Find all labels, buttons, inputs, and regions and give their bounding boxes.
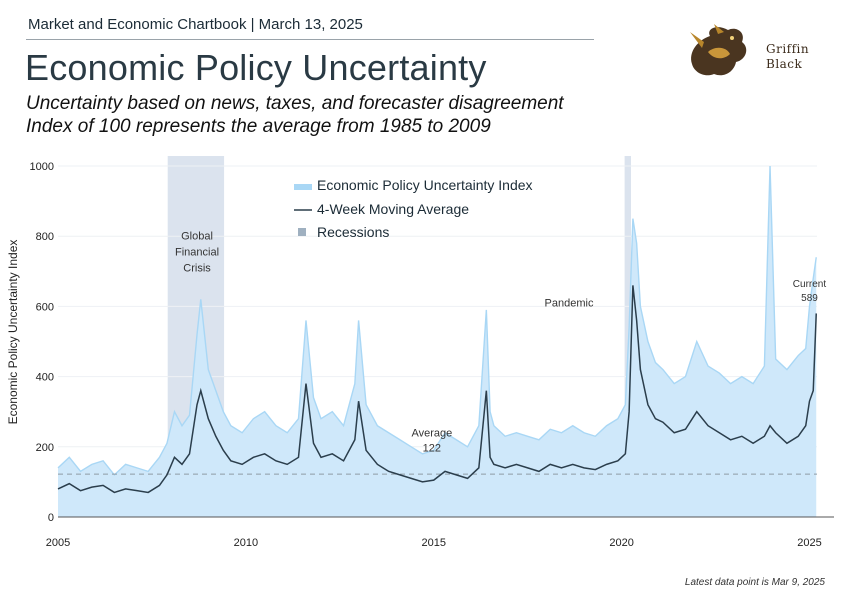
x-tick-2015: 2015 (422, 537, 446, 549)
y-tick-1000: 1000 (30, 161, 54, 173)
y-axis-label: Economic Policy Uncertainty Index (6, 240, 20, 425)
legend-swatch-index (294, 184, 312, 190)
tick-labels: 0 200 400 600 800 1000 2005 2010 2015 2020 2025 (30, 161, 822, 549)
gfc-label-line-3: Crisis (183, 263, 211, 275)
gfc-label-line-1: Global (181, 231, 213, 243)
average-label-line-2: 122 (423, 442, 441, 454)
index-line (57, 165, 817, 476)
x-tick-2005: 2005 (46, 537, 70, 549)
footnote: Latest data point is Mar 9, 2025 (684, 577, 825, 588)
legend-entry-1: Economic Policy Uncertainty Index (317, 177, 533, 193)
index-series (57, 165, 817, 517)
header-divider (26, 39, 594, 40)
y-tick-600: 600 (36, 301, 54, 313)
y-tick-400: 400 (36, 372, 54, 384)
x-tick-2020: 2020 (609, 537, 633, 549)
report-header: Market and Economic Chartbook | March 13… (28, 16, 363, 33)
current-label: Current (793, 279, 827, 290)
y-tick-0: 0 (48, 512, 54, 524)
page-title: Economic Policy Uncertainty (25, 47, 487, 88)
x-tick-2025: 2025 (797, 537, 821, 549)
subtitle-line-1: Uncertainty based on news, taxes, and fo… (26, 93, 564, 114)
y-tick-200: 200 (36, 442, 54, 454)
average-label-line-1: Average (411, 427, 452, 439)
legend-swatch-recessions (298, 228, 306, 236)
subtitle-line-2: Index of 100 represents the average from… (26, 116, 491, 137)
logo-wordmark-line-1: Griffin (766, 42, 810, 56)
x-tick-2010: 2010 (234, 537, 258, 549)
index-area (58, 166, 817, 517)
moving-average-series (57, 285, 817, 494)
legend: Economic Policy Uncertainty Index 4-Week … (294, 177, 533, 240)
y-tick-800: 800 (36, 231, 54, 243)
annotations: Global Financial Crisis Pandemic Current 589 A… (175, 231, 826, 455)
griffin-icon (690, 24, 747, 76)
legend-entry-3: Recessions (317, 224, 389, 240)
current-value-label: 589 (801, 293, 818, 304)
pandemic-label: Pandemic (545, 297, 594, 309)
legend-entry-2: 4-Week Moving Average (317, 201, 469, 217)
logo-wordmark-line-2: Black (766, 57, 803, 71)
recession-band-2 (624, 156, 632, 517)
gfc-label-line-2: Financial (175, 247, 219, 259)
moving-average-line (57, 285, 817, 494)
